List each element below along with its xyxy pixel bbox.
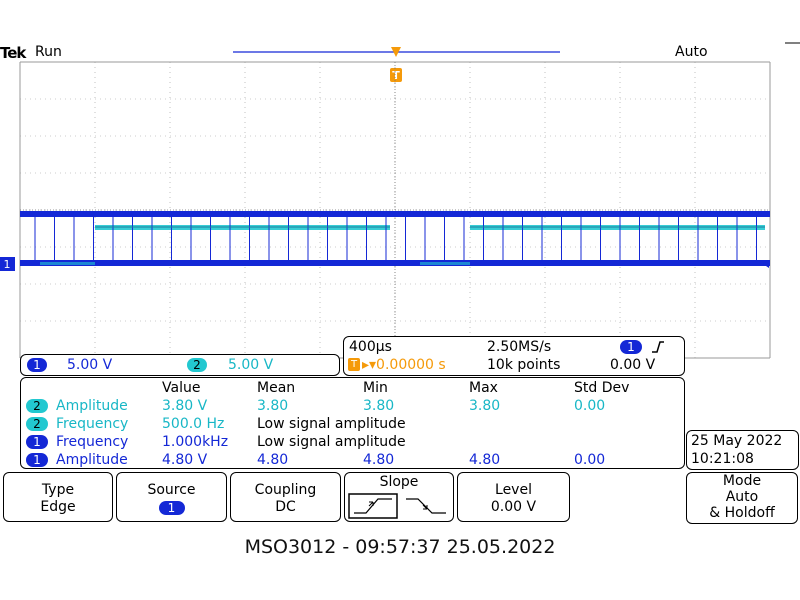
measurement-value: 500.0 Hz	[162, 416, 225, 432]
source-channel-badge: 1	[158, 501, 185, 515]
trigger-source-badge: 1	[620, 340, 642, 354]
falling-slope-icon	[406, 498, 446, 514]
menu-source-button[interactable]: Source 1	[116, 472, 227, 522]
menu-coupling-button[interactable]: Coupling DC	[230, 472, 341, 522]
channel-scale-bar: 1 5.00 V 2 5.00 V	[20, 354, 340, 376]
measurement-max: 4.80	[469, 452, 501, 468]
menu-label: Mode	[722, 473, 762, 489]
waveform-display: T 1	[0, 42, 800, 359]
measurement-table: Value Mean Min Max Std Dev 2 Amplitude 3…	[20, 377, 685, 469]
measurement-name: Amplitude	[56, 452, 128, 468]
column-header: Value	[162, 380, 201, 396]
menu-value: & Holdoff	[709, 505, 775, 521]
acquisition-state: Run	[35, 44, 62, 60]
rising-slope-icon	[354, 498, 392, 514]
measurement-value: 3.80 V	[162, 398, 208, 414]
svg-text:1: 1	[4, 258, 11, 271]
measurement-mean: 4.80	[257, 452, 289, 468]
ch1-badge: 1	[26, 435, 48, 449]
ch2-scale: 5.00 V	[228, 357, 274, 373]
menu-value: 0.00 V	[490, 499, 537, 515]
measurement-note: Low signal amplitude	[257, 434, 406, 450]
date-display: 25 May 2022	[691, 433, 783, 449]
measurement-min: 3.80	[363, 398, 395, 414]
column-header: Max	[469, 380, 498, 396]
menu-value: DC	[275, 499, 296, 515]
timebase-readout: 400µs 2.50MS/s 1 T ▸▾0.00000 s 10k point…	[343, 336, 685, 376]
time-display: 10:21:08	[691, 451, 754, 467]
menu-label: Coupling	[254, 482, 317, 498]
ch2-badge: 2	[187, 358, 207, 372]
menu-mode-button[interactable]: Mode Auto & Holdoff	[686, 472, 798, 524]
right-edge-marker	[763, 260, 769, 268]
measurement-stddev: 0.00	[574, 452, 606, 468]
trigger-position-marker: T	[390, 47, 402, 82]
ch2-badge: 2	[26, 417, 48, 431]
time-per-div: 400µs	[349, 339, 392, 355]
record-length: 10k points	[487, 357, 561, 373]
menu-label: Slope	[379, 474, 419, 490]
datetime-box: 25 May 2022 10:21:08	[686, 430, 799, 470]
ch1-badge: 1	[26, 453, 48, 467]
svg-text:T: T	[392, 69, 400, 82]
ch1-badge: 1	[27, 358, 47, 372]
menu-type-button[interactable]: Type Edge	[3, 472, 113, 522]
menu-label: Source	[147, 482, 196, 498]
trigger-mode-label: Auto	[675, 44, 708, 60]
ch1-ground-marker: 1	[0, 257, 15, 271]
menu-level-button[interactable]: Level 0.00 V	[457, 472, 570, 522]
slope-selector	[348, 493, 446, 519]
menu-slope-button[interactable]: Slope	[344, 472, 454, 522]
ch1-scale: 5.00 V	[67, 357, 113, 373]
menu-label: Type	[41, 482, 75, 498]
brand-logo: Tek	[0, 44, 26, 62]
measurement-value: 4.80 V	[162, 452, 208, 468]
sample-rate: 2.50MS/s	[487, 339, 552, 355]
measurement-stddev: 0.00	[574, 398, 606, 414]
measurement-value: 1.000kHz	[162, 434, 229, 450]
column-header: Mean	[257, 380, 296, 396]
measurement-name: Amplitude	[56, 398, 128, 414]
column-header: Std Dev	[574, 380, 630, 396]
measurement-mean: 3.80	[257, 398, 289, 414]
trigger-level-readout: 0.00 V	[610, 357, 656, 373]
menu-value: Edge	[40, 499, 76, 515]
measurement-name: Frequency	[56, 434, 129, 450]
trigger-badge: T	[348, 358, 360, 371]
ch2-badge: 2	[26, 399, 48, 413]
menu-value: Auto	[725, 489, 759, 505]
measurement-max: 3.80	[469, 398, 501, 414]
measurement-name: Frequency	[56, 416, 129, 432]
measurement-min: 4.80	[363, 452, 395, 468]
measurement-note: Low signal amplitude	[257, 416, 406, 432]
rising-edge-icon	[652, 341, 664, 353]
column-header: Min	[363, 380, 388, 396]
instrument-caption: MSO3012 - 09:57:37 25.05.2022	[244, 536, 556, 558]
trigger-position: ▸▾0.00000 s	[362, 357, 446, 373]
menu-label: Level	[495, 482, 532, 498]
